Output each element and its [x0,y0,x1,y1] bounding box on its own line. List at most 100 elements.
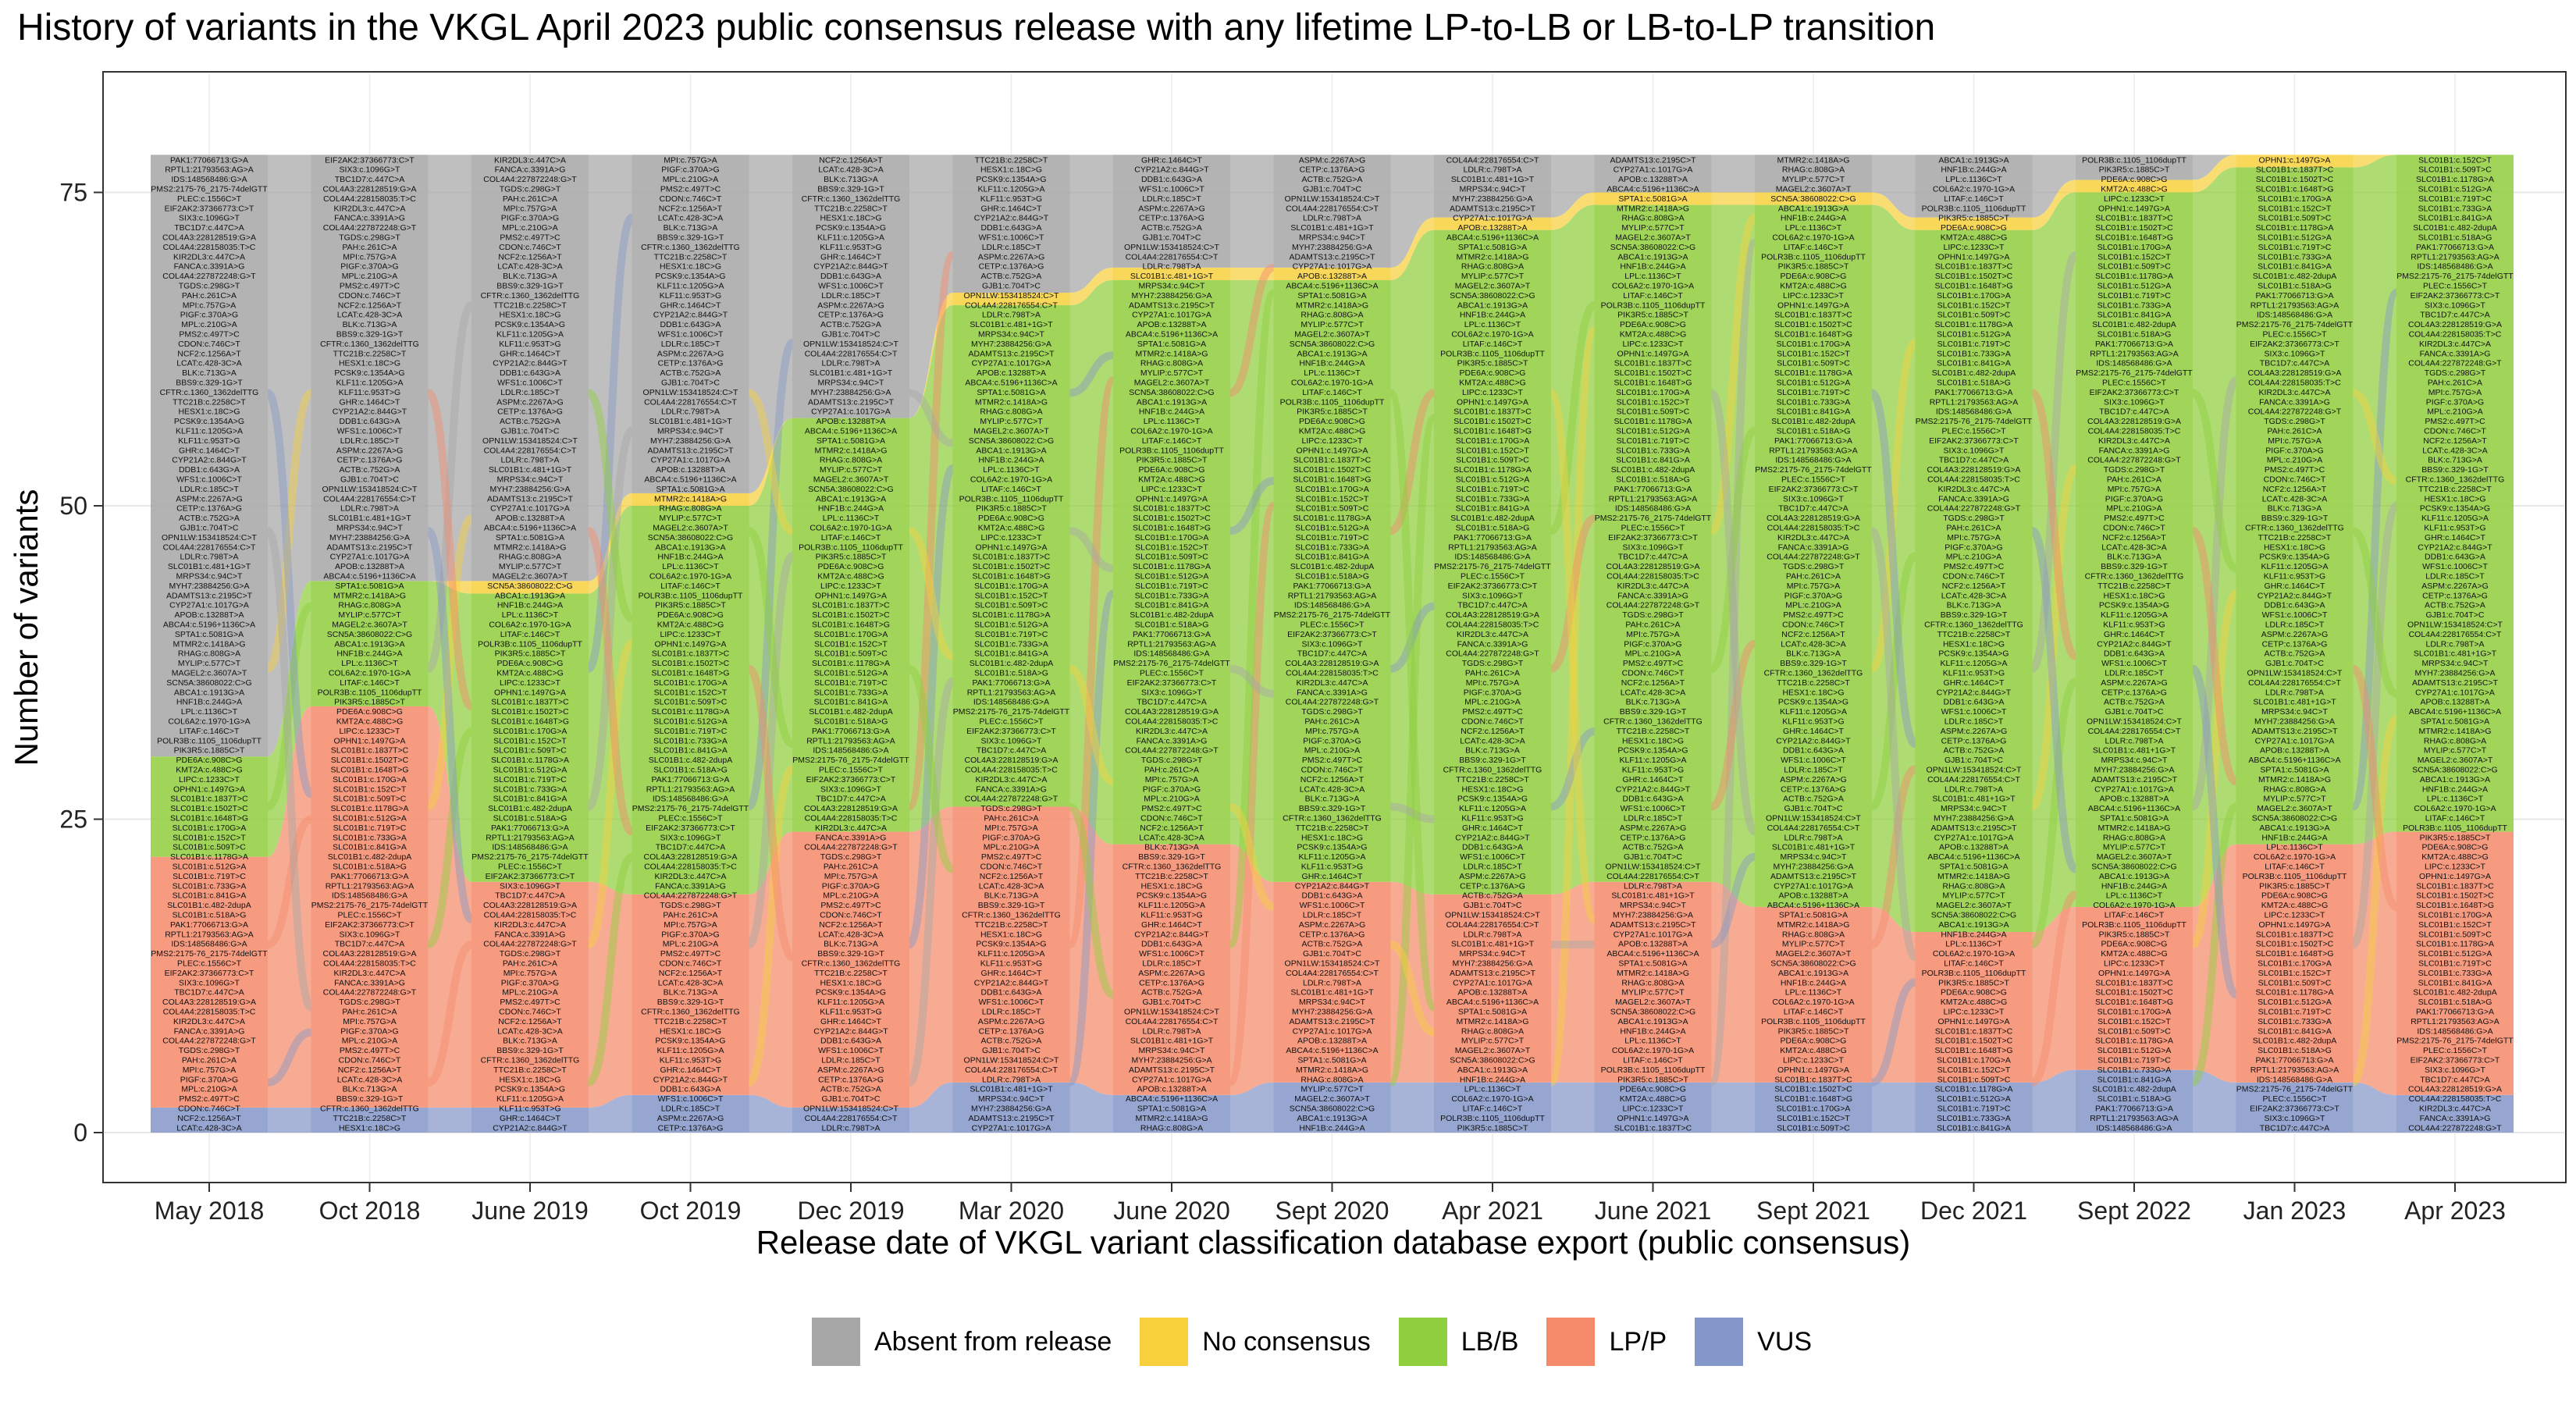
variant-label: KMT2A:c.488C>G [657,621,724,630]
variant-label: TTC21B:c.2258C>T [333,349,407,358]
variant-label: PCSK9:c.1354A>G [816,223,886,233]
variant-label: LDLR:c.185C>T [180,485,239,494]
variant-label: EIF2AK2:37366773:C>T [966,727,1056,736]
variant-label: SLC01B1:c.1648T>G [2255,185,2333,194]
variant-label: MRPS34:c.94C>T [978,1094,1044,1104]
variant-label: SLC01B1:c.1837T>C [331,746,409,756]
variant-label: PAK1:77066713:G>A [2256,291,2334,301]
variant-label: COL4A3:228128519:G>A [2087,417,2181,426]
variant-label: ABCA4:c.5196+1136C>A [2409,707,2501,717]
variant-label: COL4A3:228128519:G>A [162,233,256,243]
variant-label: LDLR:c.798T>A [2105,736,2164,745]
variant-label: PMS2:c.497T>C [179,1094,240,1104]
variant-label: COL4A4:228158035:T>C [484,911,577,920]
variant-label: BBS9:c.329-1G>T [176,379,243,388]
variant-label: SLC01B1:c.518A>G [2418,998,2492,1007]
variant-label: SLC01B1:c.509T>C [654,698,728,707]
variant-label: POLR3B:c.1105_1106dupTT [1440,349,1545,358]
variant-label: ASPM:c.2267A>G [176,494,243,503]
variant-label: GJB1:c.704T>C [1624,852,1682,862]
variant-label: COL4A4:227872248:G>T [2408,359,2502,368]
bar-segment [792,1107,909,1133]
variant-label: IDS:148568486:G>A [1294,601,1370,610]
variant-label: WFS1:c.1006C>T [2101,659,2167,668]
variant-label: MPI:c.757G>A [664,920,717,930]
variant-label: SCN5A:38608022:C>G [487,582,572,591]
y-tick-label: 25 [59,806,87,834]
variant-label: KIR2DL3:c.447C>A [173,1017,245,1026]
variant-label: EIF2AK2:37366773:C>T [1929,436,2019,446]
variant-label: MTMR2:c.1418A>G [1777,155,1849,165]
variant-label: MRPS34:c.94C>T [1299,233,1365,243]
transition-strand [425,514,474,811]
variant-label: ACTB:c.752G>A [820,1085,881,1094]
flow-ribbon [1390,881,1434,1083]
x-tick-label: Oct 2019 [640,1197,742,1225]
variant-label: PMS2:c.497T>C [1944,562,2005,571]
variant-label: ABCA1:c.1913G>A [1297,349,1367,358]
variant-label: TGDS:c.298G>T [2425,368,2486,378]
variant-label: TGDS:c.298G>T [1622,610,1684,620]
variant-label: SPTA1:c.5081G>A [1618,959,1687,969]
variant-label: PAK1:77066713:G>A [1935,388,2013,397]
variant-label: PLEC:c.1556C>T [337,911,402,920]
variant-label: COL4A3:228128519:G>A [1767,514,1860,523]
variant-label: GJB1:c.704T>C [822,330,881,340]
bar-segment [1434,229,1551,895]
bar-segment [952,806,1070,1083]
variant-label: FANCA:c.3391A>G [816,833,887,842]
variant-label: TBC1D7:c.447C>A [2099,407,2169,417]
flow-ribbon [589,881,632,1108]
variant-label: FANCA:c.3391A>G [1778,542,1849,552]
variant-label: TGDS:c.298G>T [339,233,400,243]
variant-label: SCN5A:38608022:C>G [327,630,412,639]
variant-label: PDE6A:c.908C>G [2261,891,2328,901]
variant-label: MTMR2:c.1418A>G [493,542,566,552]
variant-label: ASPM:c.2267A>G [1780,775,1847,784]
variant-label: COL6A2:c.1970-1G>A [809,524,891,533]
variant-label: BLK:c.713G>A [1786,649,1841,659]
variant-label: ASPM:c.2267A>G [657,1114,724,1123]
transition-strand [2030,464,2078,811]
variant-label: SLC01B1:c.482-2dupA [2092,320,2176,329]
variant-label: CYP27A1:c.1017G>A [1934,833,2014,842]
transition-strand [1389,602,1436,673]
variant-label: MYLIP:c.577C>T [2103,843,2166,852]
variant-label: COL4A4:227872248:G>T [483,940,577,949]
variant-label: SLC01B1:c.719T>C [1296,533,1369,542]
variant-label: SLC01B1:c.1837T>C [1293,456,1372,465]
variant-label: PMS2:2175-76_2175-74delGTT [2396,1037,2514,1046]
variant-label: SLC01B1:c.1178G>A [2416,940,2494,949]
variant-label: TTC21B:c.2258C>T [2097,582,2171,591]
variant-label: KMT2A:c.488C>G [2101,185,2168,194]
variant-label: KLF11:c.1205G>A [2261,562,2329,571]
variant-label: IDS:148568486:G>A [171,940,247,949]
variant-label: SLC01B1:c.1178G>A [973,610,1051,620]
transition-strand [2349,502,2400,949]
variant-label: OPHN1:c.1497G>A [1777,301,1849,310]
variant-label: SLC01B1:c.733G>A [1295,542,1369,552]
variant-label: TGDS:c.298G>T [820,852,882,862]
variant-label: SLC01B1:c.482-2dupA [649,756,732,765]
flow-ribbon [1230,279,1274,882]
variant-label: TBC1D7:c.447C>A [335,940,405,949]
variant-label: CYP27A1:c.1017G>A [1614,930,1693,939]
variant-label: SLC01B1:c.719T>C [1937,340,2011,349]
variant-label: POLR3B:c.1105_1106dupTT [2403,823,2507,833]
variant-label: GHR:c.1464C>T [820,252,881,261]
variant-label: KIR2DL3:c.447C>A [1938,485,2010,494]
variant-label: SLC01B1:c.512G>A [814,669,888,678]
variant-label: KLF11:c.1205G>A [1620,756,1687,765]
variant-label: PAH:c.261C>A [1304,717,1359,727]
variant-label: MPI:c.757G>A [2428,388,2482,397]
variant-label: ASPM:c.2267A>G [1138,204,1205,213]
variant-label: OPHN1:c.1497G>A [2098,204,2170,213]
transition-strand [745,339,796,811]
variant-label: MPI:c.757G>A [664,155,717,165]
variant-label: SLC01B1:c.481+1G>T [2253,698,2336,707]
variant-label: FANCA:c.3391A>G [495,165,566,175]
variant-label: SIX3:c.1096G>T [340,165,401,175]
variant-label: PMS2:c.497T>C [660,185,721,194]
variant-label: PDE6A:c.908C>G [1620,320,1686,329]
variant-label: ACTB:c.752G>A [1141,988,1202,998]
